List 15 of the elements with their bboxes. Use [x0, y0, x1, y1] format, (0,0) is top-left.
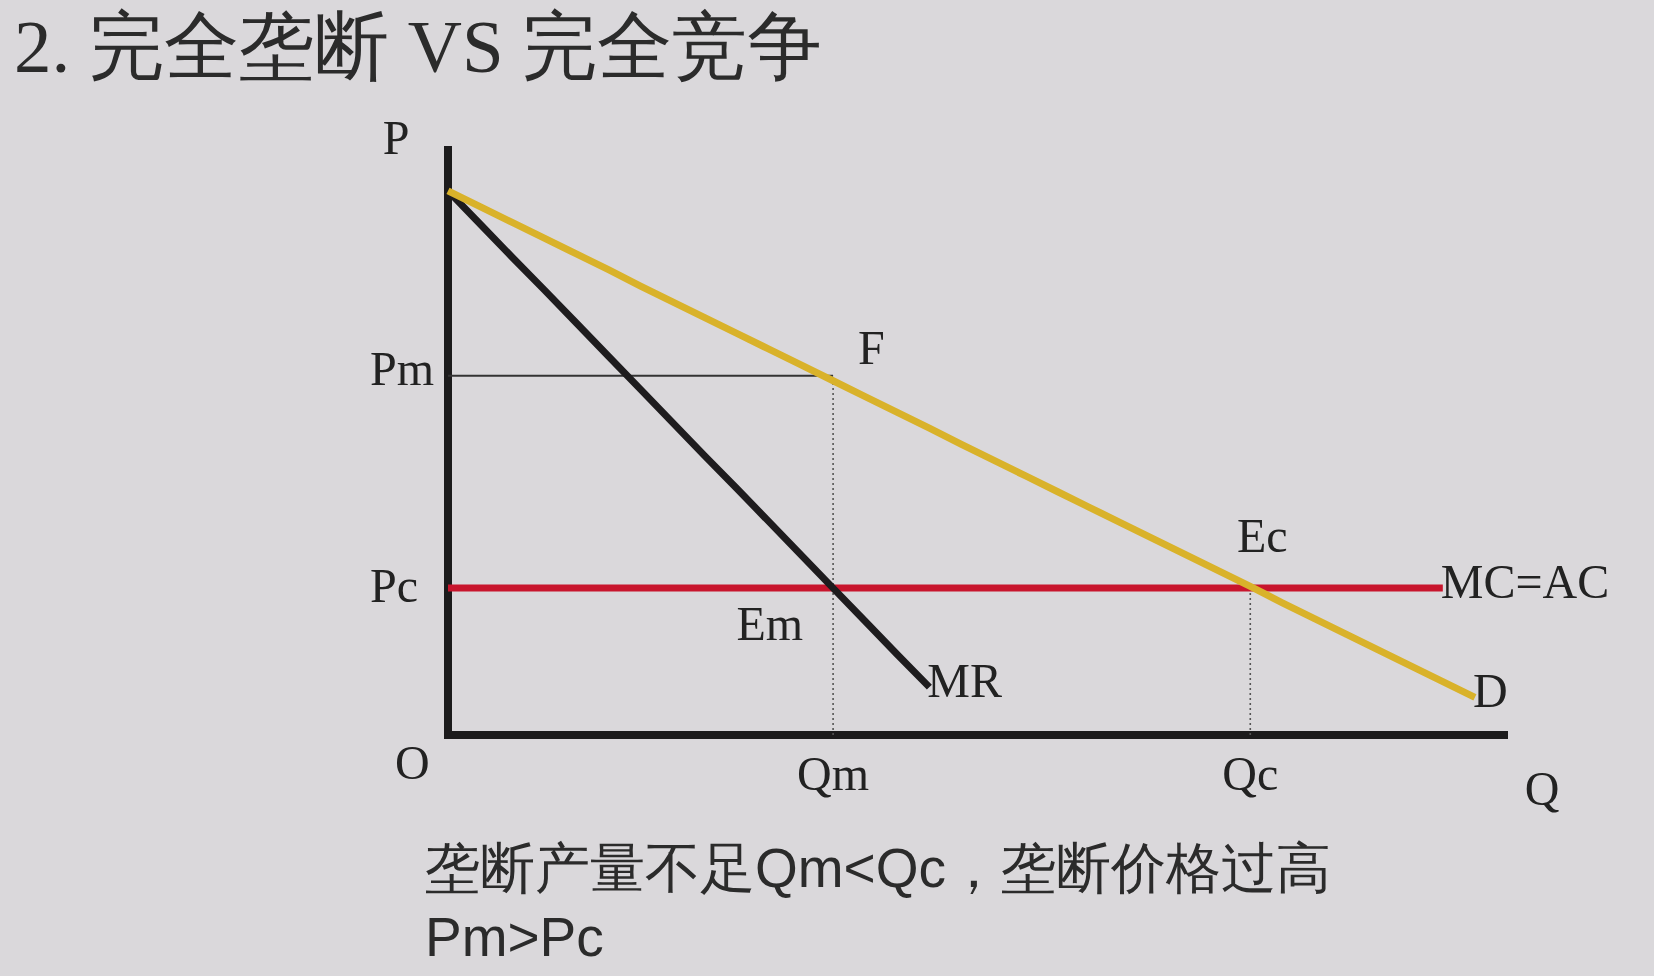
y-axis-title: P [382, 110, 410, 164]
series-label: MR [927, 653, 1003, 707]
annotation: F [858, 321, 885, 375]
text: O [395, 735, 430, 789]
series-label: D [1472, 664, 1508, 718]
text: Pm [370, 342, 435, 396]
x-axis-title: Q [1524, 761, 1560, 815]
text: Pc [370, 558, 418, 612]
annotation: Em [736, 596, 804, 650]
x-tick-label: Qc [1222, 747, 1279, 801]
x-tick-label: Qm [797, 747, 870, 801]
chart-title: 2. 完全垄断 VS 完全竞争 [14, 4, 823, 90]
annotation: Ec [1236, 508, 1288, 562]
text: 垄断产量不足Qm<Qc，垄断价格过高Pm>Pc [425, 836, 1332, 970]
series-label: MC=AC [1440, 554, 1610, 608]
